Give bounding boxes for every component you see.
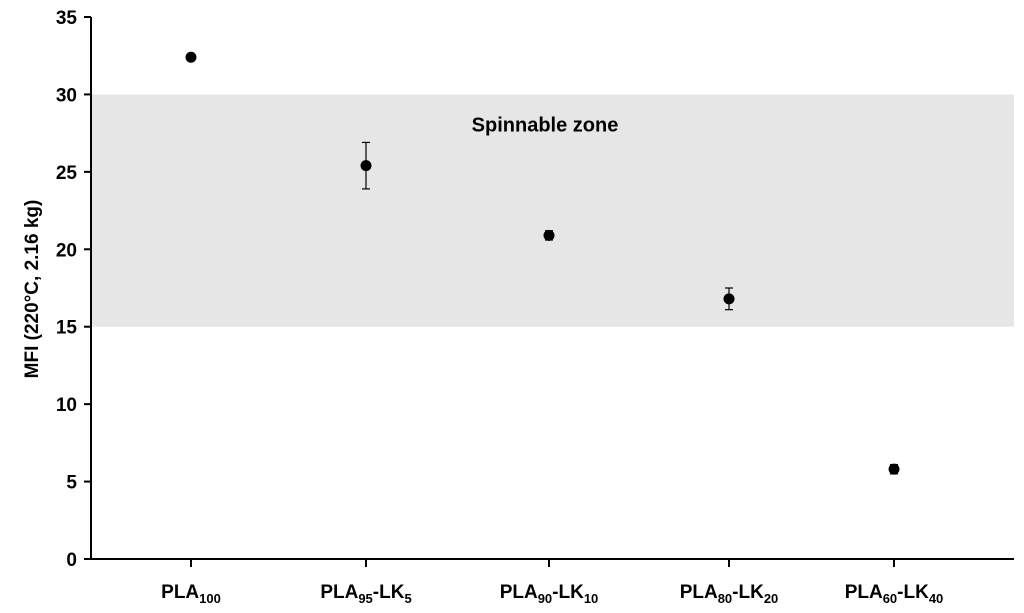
y-tick-label: 30 xyxy=(56,85,77,106)
data-point xyxy=(543,229,555,241)
y-tick-label: 15 xyxy=(56,318,78,339)
x-tick-label: PLA90-LK10 xyxy=(500,582,599,606)
x-tick-label: PLA100 xyxy=(161,582,221,606)
spinnable-zone-label: Spinnable zone xyxy=(472,115,619,137)
y-tick-label: 20 xyxy=(56,240,77,261)
data-point xyxy=(723,293,735,305)
x-tick-label: PLA80-LK20 xyxy=(680,582,779,606)
data-point xyxy=(360,160,372,172)
y-tick-label: 25 xyxy=(56,163,78,184)
y-tick-label: 10 xyxy=(56,395,77,416)
y-axis-title: MFI (220°C, 2.16 kg) xyxy=(22,200,43,379)
spinnable-zone-band xyxy=(91,94,1014,327)
x-tick-label: PLA60-LK40 xyxy=(845,582,944,606)
y-tick-label: 5 xyxy=(66,473,77,494)
y-tick-label: 0 xyxy=(66,550,77,571)
data-point xyxy=(185,51,197,63)
x-tick-label: PLA95-LK5 xyxy=(320,582,411,606)
y-tick-label: 35 xyxy=(56,8,78,29)
data-point xyxy=(888,463,900,475)
